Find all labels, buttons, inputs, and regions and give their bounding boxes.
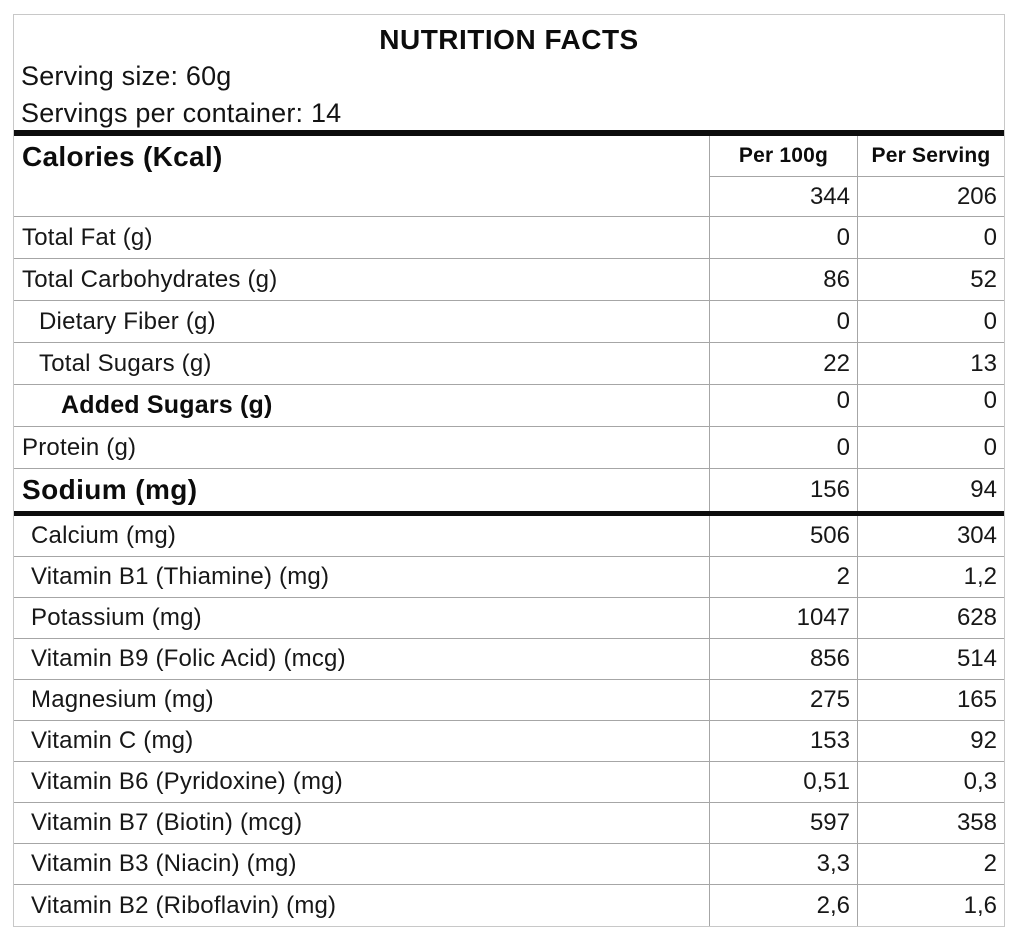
calories-per-serving-value: 206: [956, 182, 997, 210]
per-serving-value: 13: [970, 349, 997, 377]
per-100g-value: 0: [710, 385, 858, 426]
page-title: NUTRITION FACTS: [379, 24, 639, 55]
row-label: Protein (g): [14, 427, 710, 468]
per-100g-value: 153: [710, 721, 858, 761]
row-label: Vitamin B2 (Riboflavin) (mg): [14, 885, 710, 926]
row-label: Vitamin B9 (Folic Acid) (mcg): [14, 639, 710, 679]
row-label: Total Carbohydrates (g): [14, 259, 710, 300]
table-row: Total Fat (g) 0 0: [14, 217, 1004, 259]
per-100g-value: 1047: [710, 598, 858, 638]
per-serving-value: 1,2: [963, 563, 997, 590]
per-100g-value: 2: [710, 557, 858, 597]
per-serving-value: 358: [956, 809, 997, 836]
per-serving-value: 52: [970, 265, 997, 293]
per-serving-value: 165: [956, 686, 997, 713]
per-100g-value: 22: [710, 343, 858, 384]
per-100g-value: 86: [710, 259, 858, 300]
per-serving-value: 0,3: [963, 768, 997, 795]
label-frame: NUTRITION FACTS Serving size: 60g Servin…: [13, 14, 1005, 927]
per-serving-value: 514: [956, 645, 997, 672]
table-row: Vitamin B1 (Thiamine) (mg) 2 1,2: [14, 557, 1004, 598]
table-row: Potassium (mg) 1047 628: [14, 598, 1004, 639]
table-row: Vitamin B2 (Riboflavin) (mg) 2,6 1,6: [14, 885, 1004, 926]
per-serving-value: 0: [983, 387, 997, 414]
column-header-per-100g: Per 100g: [710, 136, 858, 176]
row-label: Dietary Fiber (g): [14, 301, 710, 342]
per-serving-value: 92: [970, 727, 997, 754]
row-label: Added Sugars (g): [14, 385, 710, 426]
thick-divider-middle: [14, 511, 1004, 516]
per-serving-value: 2: [983, 850, 997, 877]
calories-row-header: Calories (Kcal): [14, 136, 710, 216]
per-serving-value: 304: [956, 522, 997, 549]
table-row: Vitamin B3 (Niacin) (mg) 3,3 2: [14, 844, 1004, 885]
calories-value-row: 344 206: [710, 177, 1004, 216]
per-100g-value: 506: [710, 516, 858, 556]
per-serving-value: 628: [956, 604, 997, 631]
row-label: Vitamin B6 (Pyridoxine) (mg): [14, 762, 710, 802]
per-100g-value: 0: [710, 427, 858, 468]
column-header-per-serving: Per Serving: [871, 144, 991, 167]
table-row: Sodium (mg) 156 94: [14, 469, 1004, 511]
per-serving-value: 94: [970, 476, 997, 503]
table-row: Vitamin C (mg) 153 92: [14, 721, 1004, 762]
per-100g-value: 2,6: [710, 885, 858, 926]
table-row: Vitamin B9 (Folic Acid) (mcg) 856 514: [14, 639, 1004, 680]
per-100g-value: 0,51: [710, 762, 858, 802]
row-label: Vitamin B3 (Niacin) (mg): [14, 844, 710, 884]
table-row: Vitamin B6 (Pyridoxine) (mg) 0,51 0,3: [14, 762, 1004, 803]
table-row: Calcium (mg) 506 304: [14, 516, 1004, 557]
row-label: Potassium (mg): [14, 598, 710, 638]
row-label: Magnesium (mg): [14, 680, 710, 720]
per-serving-value: 0: [983, 223, 997, 251]
per-100g-value: 0: [710, 217, 858, 258]
table-row: Added Sugars (g) 0 0: [14, 385, 1004, 427]
per-serving-value: 0: [983, 433, 997, 461]
table-row: Magnesium (mg) 275 165: [14, 680, 1004, 721]
per-100g-value: 856: [710, 639, 858, 679]
calories-values-block: Per 100g Per Serving 344 206: [710, 136, 1004, 216]
per-serving-value: 1,6: [963, 891, 997, 919]
per-serving-value: 0: [983, 307, 997, 335]
calories-header-block: Calories (Kcal) Per 100g Per Serving 344…: [14, 136, 1004, 217]
table-row: Dietary Fiber (g) 0 0: [14, 301, 1004, 343]
row-label: Total Sugars (g): [14, 343, 710, 384]
row-label: Vitamin C (mg): [14, 721, 710, 761]
table-row: Vitamin B7 (Biotin) (mcg) 597 358: [14, 803, 1004, 844]
row-label: Total Fat (g): [14, 217, 710, 258]
table-row: Total Sugars (g) 22 13: [14, 343, 1004, 385]
row-label: Sodium (mg): [14, 469, 710, 511]
serving-size-line: Serving size: 60g: [21, 61, 232, 91]
table-row: Total Carbohydrates (g) 86 52: [14, 259, 1004, 301]
servings-per-container-line: Servings per container: 14: [21, 98, 342, 128]
calories-per-100g-value: 344: [710, 177, 858, 216]
row-label: Vitamin B1 (Thiamine) (mg): [14, 557, 710, 597]
thick-divider-top: [14, 130, 1004, 136]
per-100g-value: 597: [710, 803, 858, 843]
per-100g-value: 156: [710, 469, 858, 511]
per-100g-value: 275: [710, 680, 858, 720]
table-row: Protein (g) 0 0: [14, 427, 1004, 469]
row-label: Calcium (mg): [14, 516, 710, 556]
per-100g-value: 0: [710, 301, 858, 342]
row-label: Vitamin B7 (Biotin) (mcg): [14, 803, 710, 843]
per-100g-value: 3,3: [710, 844, 858, 884]
column-header-row: Per 100g Per Serving: [710, 136, 1004, 177]
label-header: NUTRITION FACTS Serving size: 60g Servin…: [14, 15, 1004, 130]
